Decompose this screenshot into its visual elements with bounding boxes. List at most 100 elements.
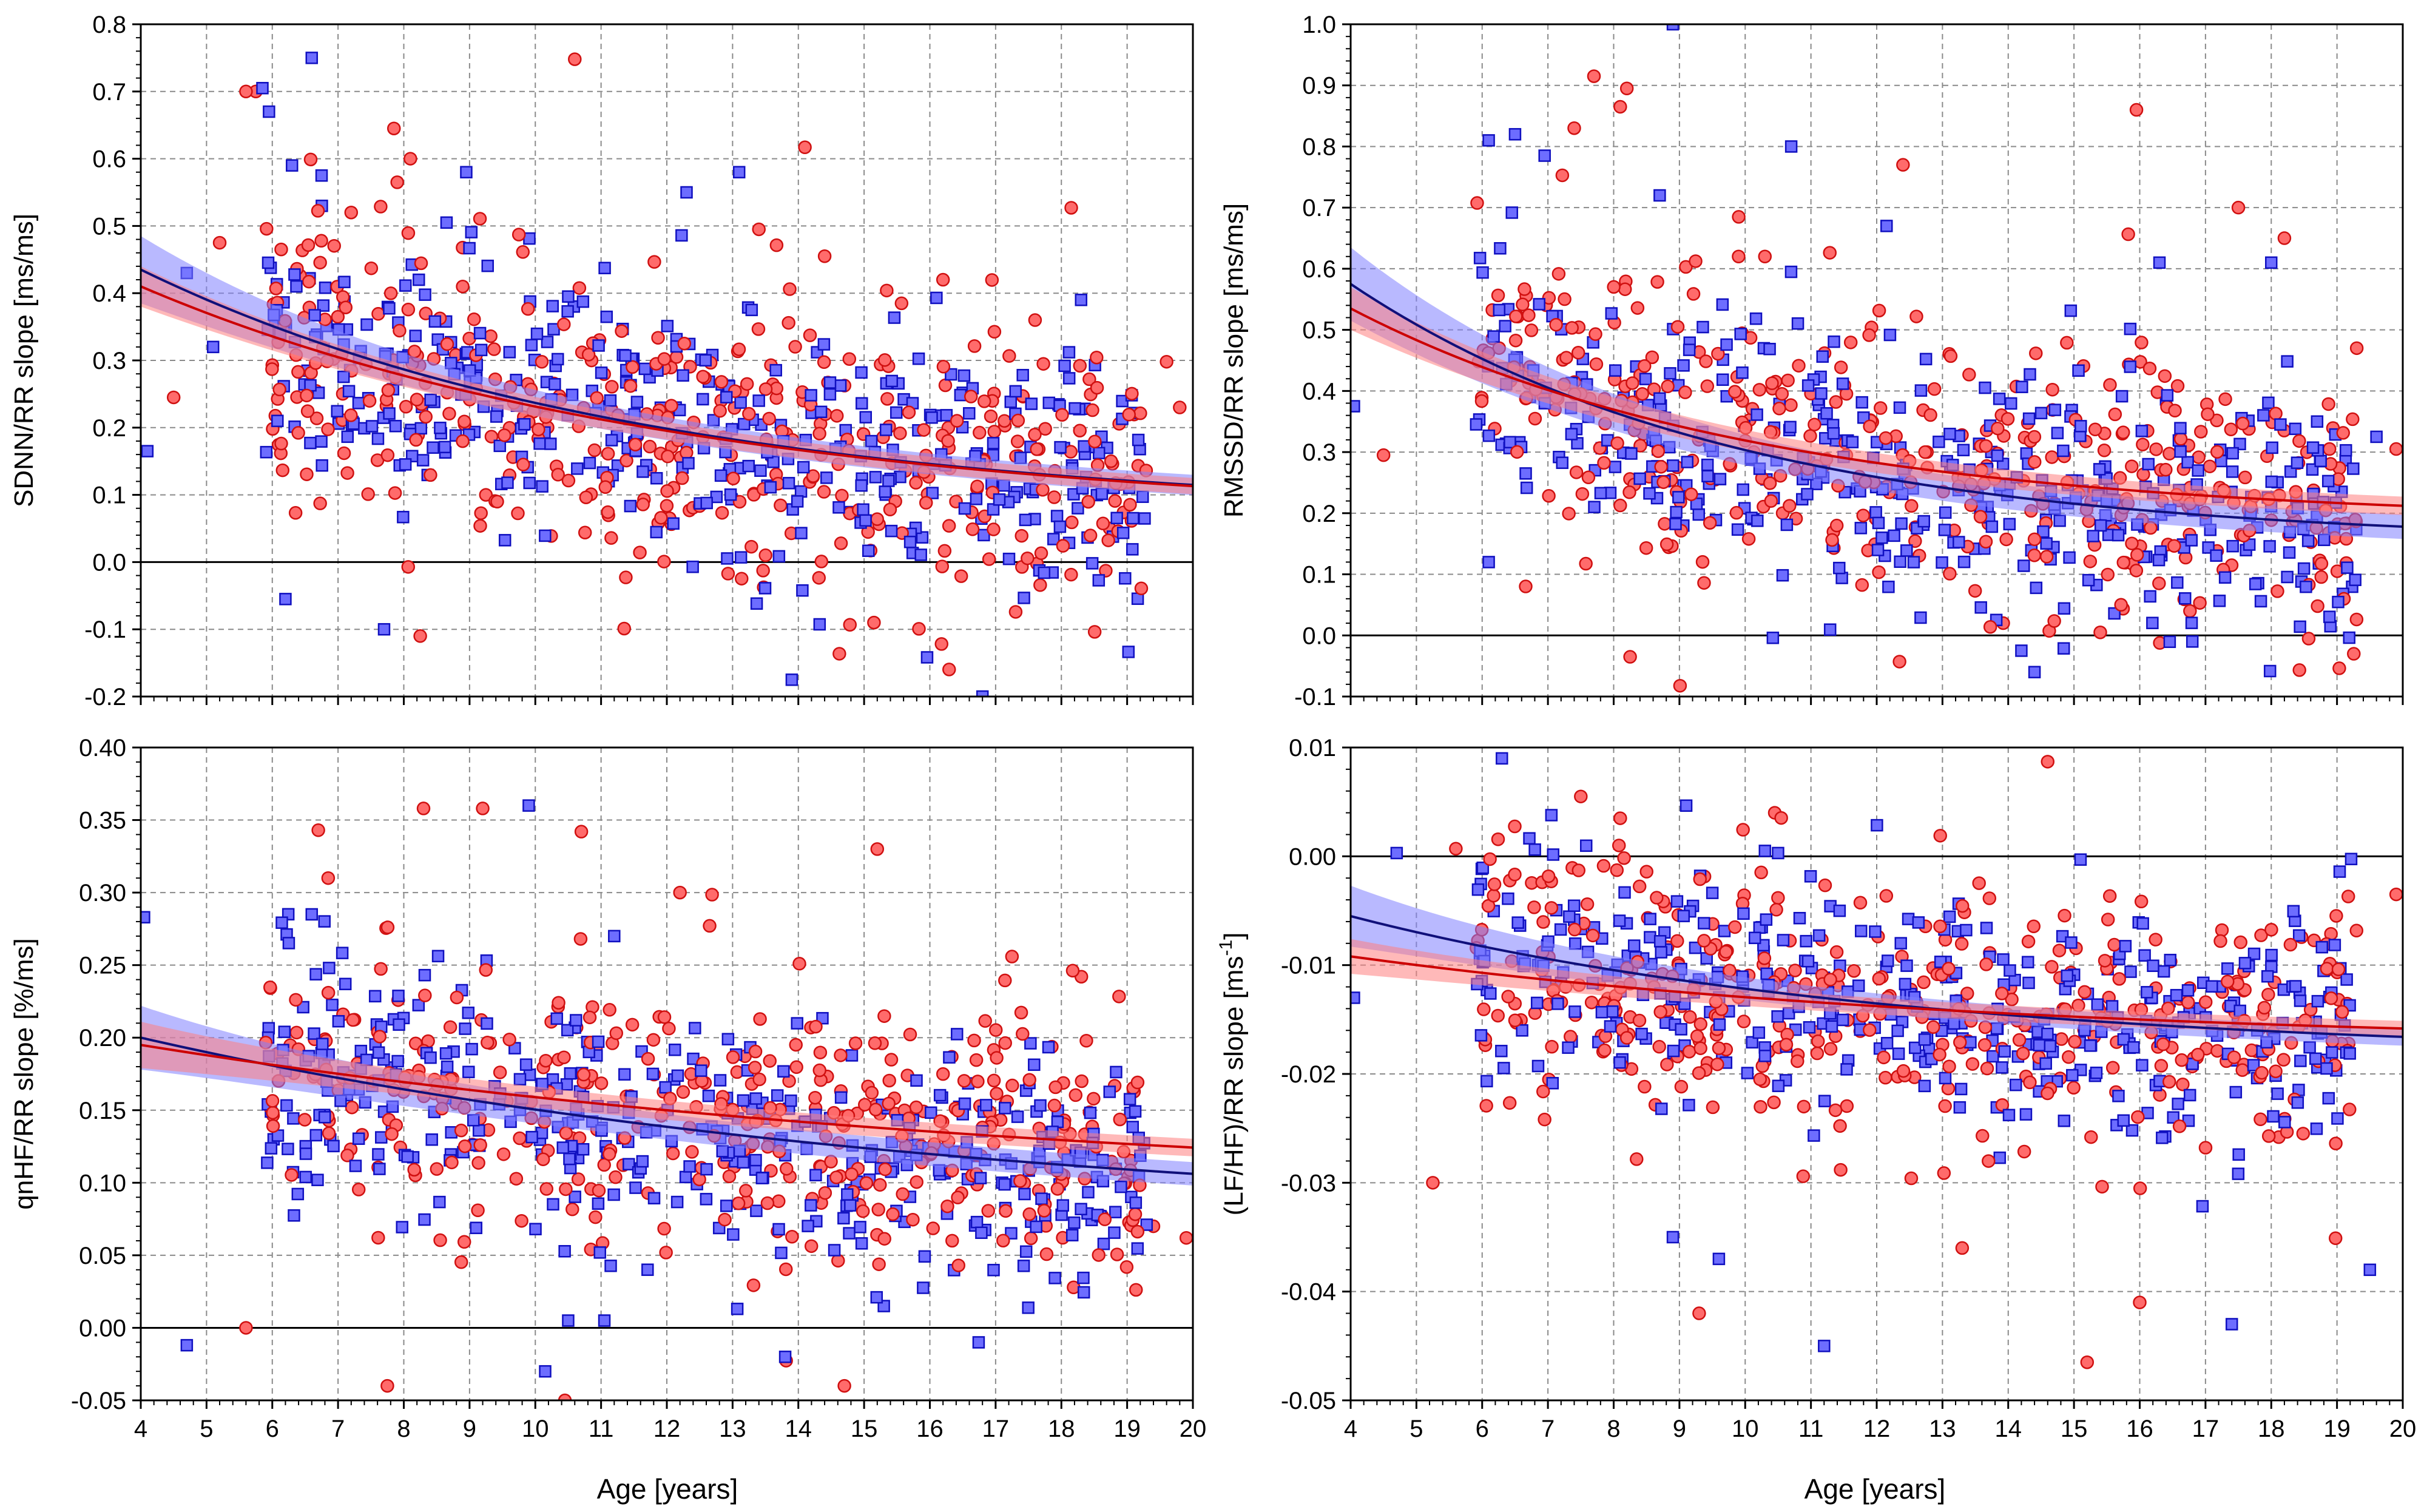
data-point-square xyxy=(1750,408,1763,421)
data-point-square xyxy=(820,471,833,484)
data-point-square xyxy=(670,1195,684,1209)
data-point-square xyxy=(2363,1263,2377,1277)
data-point-square xyxy=(1390,846,1403,860)
confidence-band-circles xyxy=(141,266,1193,494)
data-point-square xyxy=(441,1060,454,1073)
data-point-circle xyxy=(1549,317,1563,332)
data-point-circle xyxy=(1917,975,1931,990)
data-point-circle xyxy=(1764,494,1778,508)
data-point-circle xyxy=(748,1044,763,1059)
data-point-square xyxy=(282,1142,294,1155)
data-point-square xyxy=(1528,843,1541,856)
data-point-square xyxy=(2136,917,2149,930)
data-point-circle xyxy=(345,1100,359,1115)
data-point-square xyxy=(1987,1050,1999,1063)
data-point-circle xyxy=(2116,425,2130,439)
data-point-square xyxy=(1914,611,1927,624)
data-point-square xyxy=(1833,561,1846,575)
x-tick-label: 15 xyxy=(2061,1416,2088,1442)
data-point-square xyxy=(1825,1020,1838,1033)
data-point-circle xyxy=(340,1149,354,1163)
data-point-circle xyxy=(479,488,493,502)
data-point-circle xyxy=(301,238,316,252)
data-point-square xyxy=(1019,1245,1033,1258)
data-point-square xyxy=(2105,1000,2119,1013)
data-point-square xyxy=(365,420,379,433)
data-point-square xyxy=(2094,519,2107,532)
data-point-circle xyxy=(587,443,602,457)
data-point-circle xyxy=(1128,1207,1143,1221)
data-point-circle xyxy=(845,1167,859,1181)
data-point-square xyxy=(2057,444,2070,457)
data-point-circle xyxy=(1962,368,1976,382)
data-point-square xyxy=(1891,1024,1904,1038)
data-point-circle xyxy=(2314,570,2328,584)
data-point-circle xyxy=(2130,548,2144,562)
data-point-square xyxy=(1957,444,1970,457)
data-point-circle xyxy=(1682,1044,1696,1059)
data-point-square xyxy=(778,1351,792,1363)
data-point-circle xyxy=(442,407,456,421)
data-point-square xyxy=(2181,984,2195,997)
data-point-circle xyxy=(351,1183,366,1196)
data-point-circle xyxy=(479,963,493,977)
data-point-circle xyxy=(731,1196,746,1210)
data-point-circle xyxy=(604,531,618,545)
data-point-square xyxy=(2254,595,2267,608)
data-point-circle xyxy=(1087,1092,1101,1106)
data-point-square xyxy=(311,1173,324,1186)
data-point-square xyxy=(1820,407,1833,420)
data-point-circle xyxy=(732,342,746,356)
data-point-circle xyxy=(870,512,884,526)
confidence-band-circles xyxy=(141,1021,1193,1156)
data-point-square xyxy=(2306,441,2320,454)
data-point-circle xyxy=(598,480,613,494)
data-point-circle xyxy=(762,411,776,426)
data-point-circle xyxy=(896,1187,910,1201)
data-point-square xyxy=(412,999,425,1011)
data-point-circle xyxy=(1028,428,1042,442)
x-tick-label: 10 xyxy=(522,1416,549,1442)
data-point-circle xyxy=(269,282,283,295)
data-point-circle xyxy=(1699,354,1713,368)
data-point-square xyxy=(550,1012,564,1025)
data-point-square xyxy=(1812,929,1826,942)
data-point-square xyxy=(1653,392,1666,405)
data-point-square xyxy=(699,354,712,367)
data-point-circle xyxy=(748,1061,762,1075)
data-point-circle xyxy=(1542,489,1556,503)
data-point-circle xyxy=(742,407,756,421)
data-point-circle xyxy=(746,1278,761,1292)
data-point-square xyxy=(1883,328,1897,342)
y-tick-label: -0.2 xyxy=(84,684,126,710)
data-point-circle xyxy=(1863,1023,1877,1037)
data-point-square xyxy=(1752,1026,1766,1039)
data-point-square xyxy=(1579,839,1593,852)
data-point-circle xyxy=(835,488,849,503)
data-point-circle xyxy=(373,1030,387,1044)
data-point-circle xyxy=(484,329,498,343)
data-point-circle xyxy=(1732,210,1746,224)
data-point-square xyxy=(1123,1093,1136,1105)
data-point-circle xyxy=(617,621,632,636)
data-point-circle xyxy=(872,1257,886,1271)
data-point-square xyxy=(397,510,410,524)
x-tick-label: 18 xyxy=(1048,1416,1075,1442)
data-point-circle xyxy=(998,414,1011,428)
data-point-circle xyxy=(1956,899,1970,913)
data-point-circle xyxy=(1034,546,1048,561)
data-point-square xyxy=(1495,1044,1508,1058)
data-point-circle xyxy=(1791,1054,1804,1068)
data-point-circle xyxy=(1772,402,1786,416)
data-point-circle xyxy=(990,1051,1004,1065)
data-point-circle xyxy=(1036,357,1050,371)
data-point-circle xyxy=(2224,422,2238,437)
data-point-circle xyxy=(565,1202,579,1217)
data-point-circle xyxy=(1129,1283,1143,1297)
data-point-circle xyxy=(340,466,354,480)
data-point-square xyxy=(1545,809,1558,822)
data-point-circle xyxy=(1736,823,1750,837)
data-point-square xyxy=(970,1215,984,1229)
data-point-circle xyxy=(551,468,565,482)
data-point-square xyxy=(1132,433,1145,447)
